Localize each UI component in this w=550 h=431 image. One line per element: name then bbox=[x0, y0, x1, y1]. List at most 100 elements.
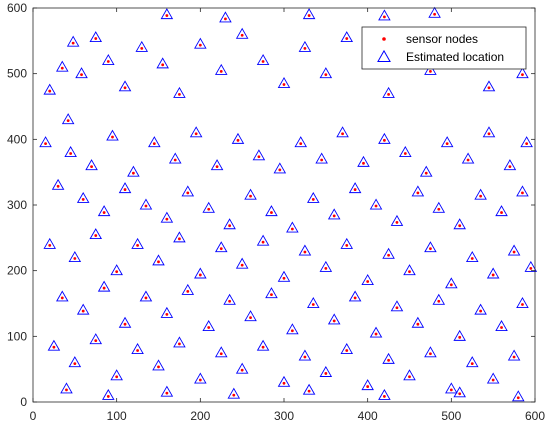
sensor-node-point bbox=[73, 257, 77, 260]
estimated-location-marker bbox=[214, 346, 228, 358]
estimated-location-marker bbox=[286, 221, 299, 233]
sensor-node-point bbox=[106, 60, 110, 63]
estimated-location-marker bbox=[411, 185, 425, 197]
x-tick-label: 600 bbox=[525, 409, 545, 423]
estimated-location-marker bbox=[495, 205, 508, 217]
sensor-node-point bbox=[240, 33, 244, 37]
plot-area bbox=[39, 6, 538, 402]
sensor-node-point bbox=[491, 378, 495, 382]
estimated-location-marker bbox=[75, 67, 88, 79]
estimated-location-marker bbox=[277, 375, 291, 387]
estimated-location-marker bbox=[507, 349, 521, 361]
estimated-location-marker bbox=[60, 382, 73, 394]
sensor-node-point bbox=[383, 138, 386, 142]
axes: 0 100 200 300 400 500 600 0 100 200 300 400 500 600 bbox=[7, 1, 545, 423]
sensor-node-point bbox=[228, 299, 232, 303]
estimated-location-marker bbox=[411, 316, 425, 328]
estimated-location-marker bbox=[265, 205, 278, 217]
estimated-location-marker bbox=[399, 145, 412, 157]
sensor-node-point bbox=[282, 83, 286, 86]
sensor-node-point bbox=[307, 389, 311, 393]
estimated-location-marker bbox=[89, 31, 103, 43]
y-tick-label: 400 bbox=[7, 132, 27, 146]
sensor-node-point bbox=[366, 280, 370, 283]
sensor-node-point bbox=[408, 270, 411, 274]
estimated-location-marker bbox=[298, 244, 312, 256]
estimated-location-marker bbox=[298, 349, 312, 361]
estimated-location-marker bbox=[516, 67, 529, 79]
estimated-location-marker bbox=[64, 145, 77, 157]
sensor-node-point bbox=[282, 381, 286, 385]
estimated-location-marker bbox=[277, 77, 291, 89]
sensor-node-point bbox=[374, 332, 378, 336]
sensor-node-point bbox=[52, 345, 56, 349]
sensor-node-point bbox=[236, 138, 240, 142]
sensor-node-point bbox=[353, 296, 357, 300]
y-tick-label: 500 bbox=[7, 67, 27, 81]
sensor-node-point bbox=[324, 372, 328, 375]
sensor-node-point bbox=[115, 270, 119, 274]
estimated-location-marker bbox=[327, 313, 341, 325]
estimated-location-marker bbox=[486, 267, 500, 279]
sensor-node-point bbox=[106, 395, 110, 398]
estimated-location-marker bbox=[307, 297, 320, 308]
estimated-location-marker bbox=[235, 362, 249, 374]
sensor-node-point bbox=[491, 273, 495, 277]
sensor-node-point bbox=[48, 244, 52, 247]
estimated-location-marker bbox=[106, 129, 119, 141]
sensor-node-point bbox=[186, 289, 190, 293]
estimated-location-marker bbox=[235, 257, 249, 269]
sensor-node-point bbox=[445, 142, 449, 146]
estimated-location-marker bbox=[47, 339, 61, 351]
sensor-node-point bbox=[66, 119, 70, 123]
sensor-node-point bbox=[152, 142, 156, 146]
estimated-location-marker bbox=[256, 54, 270, 66]
sensor-node-point bbox=[290, 227, 294, 231]
sensor-node-point bbox=[403, 152, 407, 155]
sensor-node-point bbox=[529, 266, 533, 270]
sensor-node-point bbox=[249, 316, 252, 320]
sensor-node-point bbox=[207, 207, 211, 211]
x-tick-label: 100 bbox=[107, 409, 127, 423]
estimated-location-marker bbox=[89, 228, 103, 240]
sensor-node-point bbox=[479, 309, 483, 313]
sensor-node-point bbox=[525, 142, 529, 146]
estimated-location-marker bbox=[110, 264, 123, 276]
sensor-node-point bbox=[257, 155, 261, 159]
sensor-node-point bbox=[521, 303, 524, 306]
sensor-node-point bbox=[94, 339, 98, 343]
estimated-location-marker bbox=[76, 191, 90, 203]
estimated-location-marker bbox=[378, 9, 391, 21]
estimated-location-marker bbox=[319, 365, 333, 377]
estimated-location-marker bbox=[51, 178, 65, 190]
sensor-node-point bbox=[282, 276, 286, 280]
sensor-node-point bbox=[123, 86, 127, 90]
sensor-node-point bbox=[320, 158, 324, 162]
sensor-node-point bbox=[102, 286, 106, 290]
sensor-node-point bbox=[512, 355, 516, 359]
sensor-node-point bbox=[521, 73, 524, 77]
sensor-node-point bbox=[90, 165, 93, 169]
estimated-location-marker bbox=[378, 132, 391, 144]
estimated-location-marker bbox=[378, 388, 391, 400]
estimated-location-marker bbox=[118, 316, 132, 328]
legend-box bbox=[361, 26, 527, 70]
estimated-location-marker bbox=[160, 8, 174, 20]
estimated-location-marker bbox=[223, 218, 236, 230]
estimated-location-marker bbox=[85, 159, 98, 171]
estimated-location-marker bbox=[227, 387, 241, 399]
sensor-node-point bbox=[144, 296, 148, 300]
estimated-location-marker bbox=[474, 188, 487, 200]
estimated-location-marker bbox=[302, 8, 316, 20]
estimated-location-marker bbox=[327, 208, 341, 220]
estimated-location-marker bbox=[127, 165, 140, 177]
sensor-node-point bbox=[80, 73, 83, 77]
sensor-node-point bbox=[56, 184, 60, 188]
sensor-node-point bbox=[165, 312, 169, 316]
sensor-node-point bbox=[123, 322, 127, 326]
sensor-node-point bbox=[324, 73, 328, 77]
sensor-node-point bbox=[362, 161, 365, 165]
sensor-node-point bbox=[261, 60, 265, 63]
sensor-node-point bbox=[240, 263, 244, 267]
